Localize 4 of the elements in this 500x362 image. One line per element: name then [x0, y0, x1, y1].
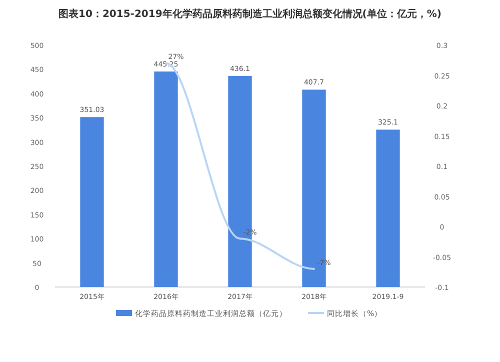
- chart-title: 图表10：2015-2019年化学药品原料药制造工业利润总额变化情况(单位：亿元，%): [58, 8, 442, 20]
- bar: [154, 72, 178, 287]
- bar: [80, 117, 104, 287]
- bar: [376, 130, 400, 287]
